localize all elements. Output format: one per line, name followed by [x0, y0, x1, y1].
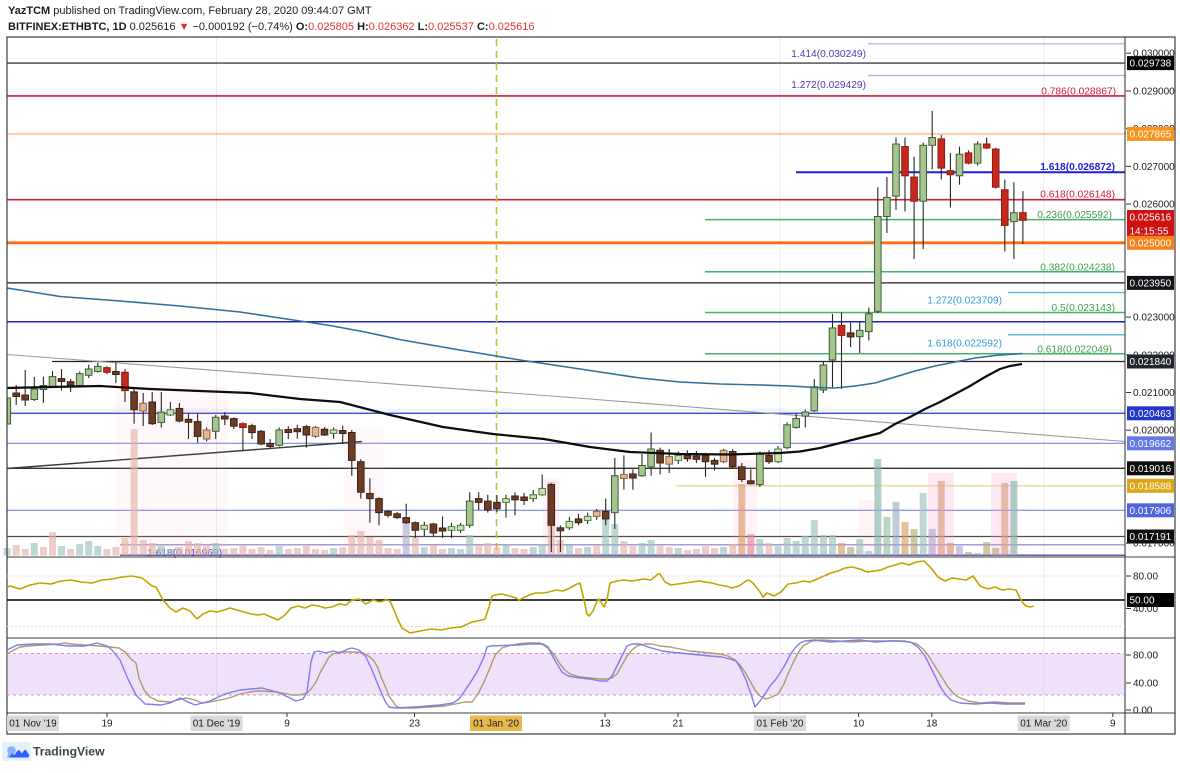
- svg-text:YazTCM published on TradingVie: YazTCM published on TradingView.com, Feb…: [8, 5, 372, 17]
- svg-text:0.017000: 0.017000: [1133, 539, 1175, 550]
- svg-text:10: 10: [853, 719, 865, 730]
- svg-text:50.00: 50.00: [1130, 596, 1155, 607]
- svg-text:1.618(0.026872): 1.618(0.026872): [1040, 162, 1115, 173]
- svg-text:0.030000: 0.030000: [1133, 49, 1175, 60]
- svg-text:0.021000: 0.021000: [1133, 388, 1175, 399]
- svg-text:01 Mar '20: 01 Mar '20: [1020, 719, 1067, 730]
- svg-text:0.020463: 0.020463: [1130, 409, 1172, 420]
- svg-text:1.272(0.023709): 1.272(0.023709): [927, 296, 1002, 307]
- svg-text:1.414(0.030249): 1.414(0.030249): [791, 49, 866, 60]
- svg-text:0.020000: 0.020000: [1133, 426, 1175, 437]
- svg-text:0.017906: 0.017906: [1130, 506, 1172, 517]
- svg-text:0.618(0.026148): 0.618(0.026148): [1040, 190, 1115, 201]
- svg-text:0.019016: 0.019016: [1130, 464, 1172, 475]
- svg-text:01 Dec '19: 01 Dec '19: [193, 719, 241, 730]
- svg-text:40.00: 40.00: [1133, 604, 1158, 615]
- svg-text:0.019662: 0.019662: [1130, 439, 1172, 450]
- svg-text:0.382(0.024238): 0.382(0.024238): [1040, 263, 1115, 274]
- svg-text:14:15:55: 14:15:55: [1130, 227, 1169, 238]
- svg-text:9: 9: [1110, 719, 1116, 730]
- svg-text:1.272(0.029429): 1.272(0.029429): [791, 80, 866, 91]
- svg-text:0.026000: 0.026000: [1133, 200, 1175, 211]
- svg-text:0.00: 0.00: [1133, 706, 1153, 717]
- svg-text:1.618(0.016969): 1.618(0.016969): [147, 548, 222, 559]
- svg-text:21: 21: [672, 719, 684, 730]
- svg-text:19: 19: [101, 719, 113, 730]
- svg-text:0.023000: 0.023000: [1133, 313, 1175, 324]
- svg-text:40.00: 40.00: [1133, 679, 1158, 690]
- svg-text:80.00: 80.00: [1133, 572, 1158, 583]
- svg-text:0.017191: 0.017191: [1130, 532, 1172, 543]
- svg-text:0.029738: 0.029738: [1130, 59, 1172, 70]
- svg-text:01 Feb '20: 01 Feb '20: [757, 719, 804, 730]
- svg-text:0.018588: 0.018588: [1130, 481, 1172, 492]
- svg-text:01 Jan '20: 01 Jan '20: [473, 719, 519, 730]
- svg-text:13: 13: [599, 719, 611, 730]
- svg-text:0.5(0.023143): 0.5(0.023143): [1052, 303, 1115, 314]
- svg-text:1.618(0.022592): 1.618(0.022592): [927, 339, 1002, 350]
- svg-text:01 Nov '19: 01 Nov '19: [9, 719, 57, 730]
- svg-text:BITFINEX:ETHBTC, 1D 0.025616: BITFINEX:ETHBTC, 1D 0.025616 ▼ −0.000192…: [8, 21, 534, 33]
- svg-text:0.236(0.025592): 0.236(0.025592): [1037, 210, 1112, 221]
- svg-text:0.023950: 0.023950: [1130, 278, 1172, 289]
- svg-text:TradingView: TradingView: [33, 745, 105, 759]
- svg-text:23: 23: [409, 719, 421, 730]
- svg-text:0.027000: 0.027000: [1133, 162, 1175, 173]
- svg-text:80.00: 80.00: [1133, 651, 1158, 662]
- svg-text:0.025616: 0.025616: [1130, 213, 1172, 224]
- svg-text:0.029000: 0.029000: [1133, 87, 1175, 98]
- svg-text:0.786(0.028867): 0.786(0.028867): [1041, 87, 1116, 98]
- svg-text:0.021840: 0.021840: [1130, 357, 1172, 368]
- svg-text:0.027865: 0.027865: [1130, 129, 1172, 140]
- svg-text:0.025000: 0.025000: [1130, 238, 1172, 249]
- svg-text:0.618(0.022049): 0.618(0.022049): [1037, 345, 1112, 356]
- svg-text:9: 9: [284, 719, 290, 730]
- svg-text:18: 18: [926, 719, 938, 730]
